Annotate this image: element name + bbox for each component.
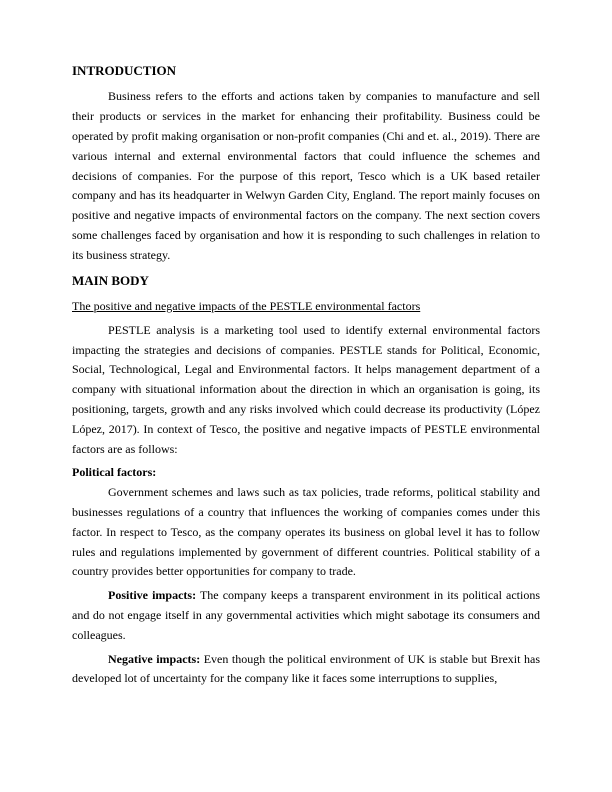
political-factors-paragraph: Government schemes and laws such as tax … [72, 483, 540, 582]
positive-impacts-label: Positive impacts: [108, 588, 196, 602]
pestle-subheading: The positive and negative impacts of the… [72, 297, 540, 317]
positive-impacts-paragraph: Positive impacts: The company keeps a tr… [72, 586, 540, 645]
introduction-paragraph: Business refers to the efforts and actio… [72, 87, 540, 265]
political-factors-label: Political factors: [72, 463, 540, 483]
negative-impacts-label: Negative impacts: [108, 652, 200, 666]
negative-impacts-paragraph: Negative impacts: Even though the politi… [72, 650, 540, 690]
pestle-intro-paragraph: PESTLE analysis is a marketing tool used… [72, 321, 540, 460]
introduction-heading: INTRODUCTION [72, 60, 540, 81]
mainbody-heading: MAIN BODY [72, 270, 540, 291]
